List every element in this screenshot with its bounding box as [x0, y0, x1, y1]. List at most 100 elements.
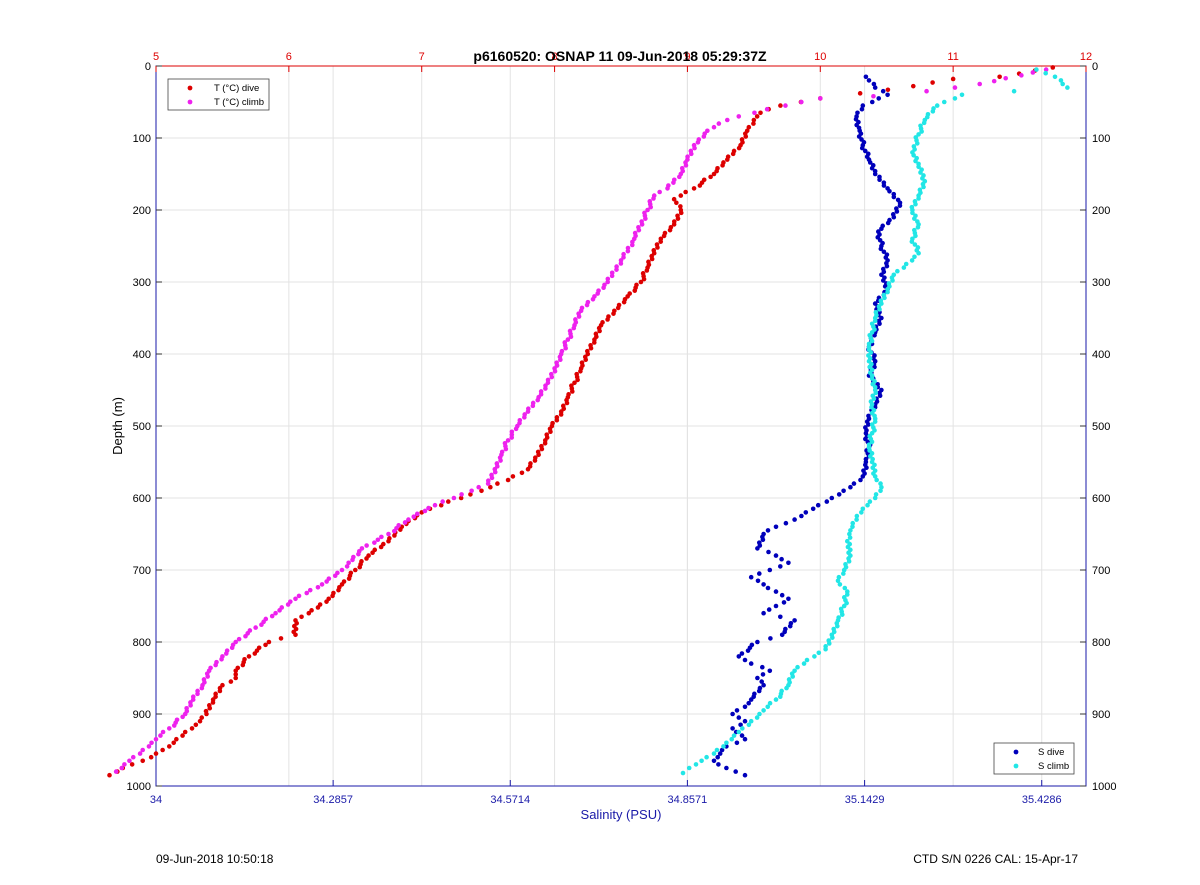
point-t-c-dive	[655, 245, 660, 250]
point-s-climb	[761, 708, 766, 713]
point-t-c-climb	[683, 163, 689, 168]
point-s-dive	[717, 751, 723, 756]
point-t-c-dive	[378, 544, 384, 550]
point-t-c-dive	[678, 210, 684, 216]
point-t-c-climb	[991, 78, 997, 84]
point-t-c-climb	[236, 636, 242, 642]
point-t-c-climb	[671, 180, 676, 185]
point-t-c-dive	[605, 317, 610, 322]
point-t-c-climb	[783, 103, 788, 108]
point-s-dive	[880, 88, 886, 94]
point-t-c-dive	[519, 470, 525, 476]
point-s-climb	[921, 184, 926, 190]
point-t-c-climb	[304, 590, 310, 596]
y-tick-label-right: 800	[1092, 637, 1110, 649]
point-t-c-dive	[129, 762, 135, 767]
point-s-climb	[1065, 85, 1070, 90]
y-tick-label-right: 700	[1092, 565, 1110, 577]
point-s-climb	[916, 250, 921, 256]
point-s-dive	[742, 704, 748, 710]
point-s-dive	[736, 654, 742, 659]
point-s-dive	[739, 651, 745, 656]
point-t-c-dive	[720, 163, 725, 168]
point-s-climb	[903, 261, 909, 267]
point-t-c-climb	[426, 505, 431, 511]
point-t-c-climb	[180, 714, 185, 720]
point-s-dive	[891, 194, 897, 200]
point-s-climb	[867, 499, 873, 504]
point-s-dive	[869, 165, 875, 171]
point-t-c-dive	[691, 186, 697, 191]
y-tick-label: 0	[145, 61, 151, 73]
point-s-climb	[830, 635, 835, 640]
point-s-climb	[865, 502, 870, 508]
point-s-dive	[738, 722, 743, 728]
point-s-dive	[783, 520, 789, 526]
point-s-dive	[867, 160, 873, 165]
point-s-climb	[879, 484, 884, 490]
point-t-c-climb	[140, 747, 146, 753]
point-s-dive	[748, 661, 754, 666]
point-s-climb	[835, 623, 840, 629]
point-s-dive	[761, 582, 766, 587]
point-s-dive	[879, 272, 884, 278]
point-t-c-dive	[758, 110, 763, 116]
point-s-climb	[918, 170, 923, 175]
point-t-c-climb	[618, 261, 624, 266]
y-tick-label-right: 1000	[1092, 781, 1116, 793]
point-t-c-dive	[532, 458, 538, 463]
data-points	[107, 65, 1070, 778]
x-top-tick-label: 5	[153, 51, 159, 63]
point-s-climb	[869, 439, 875, 445]
point-t-c-dive	[386, 538, 391, 544]
point-s-dive	[786, 560, 791, 566]
point-s-climb	[912, 216, 917, 221]
point-s-dive	[773, 589, 779, 594]
point-t-c-dive	[678, 193, 684, 198]
point-t-c-climb	[657, 189, 662, 195]
x-top-tick-label: 7	[419, 51, 425, 63]
point-s-dive	[755, 546, 760, 551]
point-t-c-dive	[558, 412, 564, 417]
point-s-dive	[730, 726, 735, 731]
point-s-dive	[773, 603, 779, 609]
point-t-c-climb	[414, 511, 420, 517]
point-t-c-climb	[498, 458, 503, 463]
point-s-climb	[844, 592, 850, 597]
point-s-dive	[778, 614, 783, 620]
point-s-dive	[745, 648, 751, 653]
point-t-c-dive	[675, 216, 681, 221]
point-t-c-climb	[609, 273, 615, 279]
point-s-climb	[913, 201, 918, 207]
footer-ctd-info: CTD S/N 0226 CAL: 15-Apr-17	[913, 852, 1078, 866]
point-s-climb	[872, 419, 878, 424]
point-t-c-dive	[299, 614, 304, 620]
point-s-climb	[686, 765, 692, 771]
point-s-dive	[803, 510, 809, 515]
point-t-c-climb	[137, 751, 143, 756]
point-t-c-dive	[398, 527, 403, 532]
point-s-climb	[909, 239, 915, 244]
point-t-c-climb	[332, 573, 338, 579]
point-t-c-dive	[263, 642, 268, 648]
point-s-dive	[881, 249, 887, 255]
point-t-c-dive	[778, 103, 783, 108]
point-t-c-dive	[228, 679, 234, 684]
legend-s-dive-label: S dive	[1038, 747, 1064, 758]
axis-ticks: 0 0 100 100 200 200 300 300 400 400 500 500 600 600 70…	[127, 51, 1117, 806]
grid-lines	[155, 65, 1087, 787]
point-s-climb	[873, 492, 879, 497]
point-t-c-dive	[233, 668, 239, 674]
y-tick-label-right: 200	[1092, 205, 1110, 217]
y-tick-label: 100	[133, 133, 151, 145]
point-t-c-dive	[445, 499, 451, 504]
series-s-climb	[680, 67, 1070, 776]
point-t-c-climb	[307, 587, 313, 593]
point-t-c-dive	[199, 715, 205, 720]
point-s-dive	[866, 78, 872, 83]
point-t-c-climb	[724, 117, 730, 123]
point-t-c-dive	[683, 189, 688, 195]
point-s-dive	[755, 578, 761, 584]
point-t-c-climb	[636, 227, 642, 233]
point-s-dive	[866, 422, 871, 427]
